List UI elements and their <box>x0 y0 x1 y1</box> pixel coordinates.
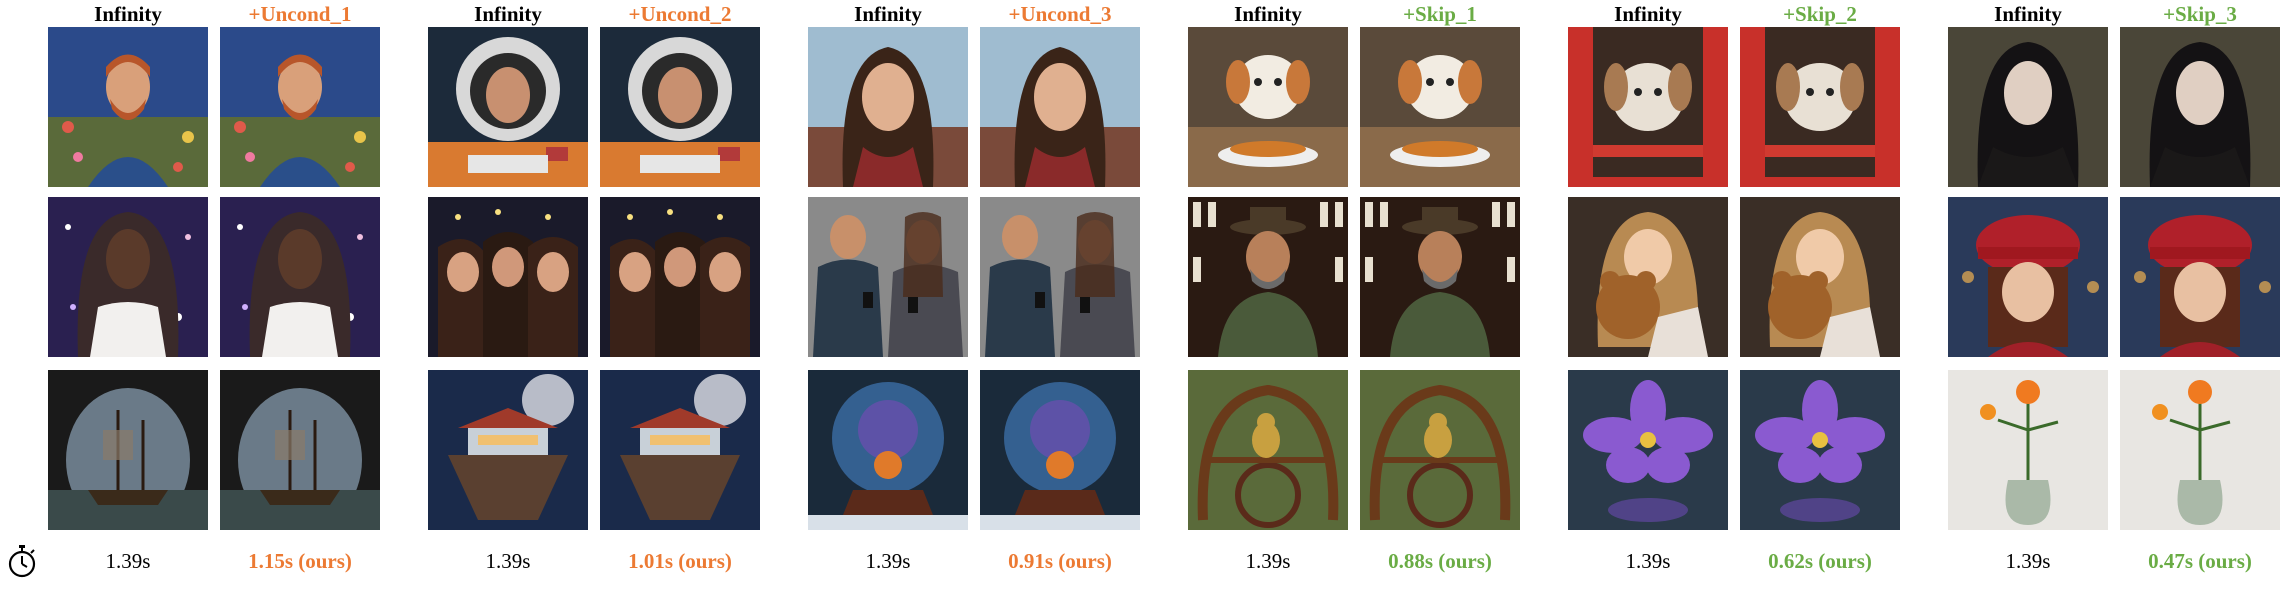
floating-house-image <box>428 370 588 530</box>
astronaut-image <box>428 27 588 187</box>
purple-flower-image <box>1740 370 1900 530</box>
man-wine-cellar-image <box>1188 197 1348 357</box>
woman-galaxy-image <box>220 197 380 357</box>
woman-galaxy-image <box>48 197 208 357</box>
van-gogh-portrait-image <box>48 27 208 187</box>
column-header: Infinity <box>1994 2 2062 26</box>
orange-flowers-vase-image <box>1948 370 2108 530</box>
inference-time: 1.39s <box>1625 549 1671 573</box>
floating-house-image <box>600 370 760 530</box>
inference-time: 1.01s (ours) <box>628 549 732 573</box>
purple-flower-image <box>1568 370 1728 530</box>
bird-on-wheel-image <box>1360 370 1520 530</box>
girl-teddy-bear-image <box>1740 197 1900 357</box>
snow-globe-image <box>808 370 968 530</box>
column-header: Infinity <box>854 2 922 26</box>
inference-time: 1.39s <box>485 549 531 573</box>
column-header: Infinity <box>1234 2 1302 26</box>
puppy-eating-image <box>1360 27 1520 187</box>
bird-on-wheel-image <box>1188 370 1348 530</box>
girl-teddy-bear-image <box>1568 197 1728 357</box>
column-header: +Uncond_3 <box>1008 2 1112 26</box>
column-header: +Skip_2 <box>1783 2 1857 26</box>
van-gogh-portrait-image <box>220 27 380 187</box>
column-header: +Skip_3 <box>2163 2 2237 26</box>
stopwatch-icon <box>8 545 36 578</box>
inference-time: 1.39s <box>2005 549 2051 573</box>
ship-in-cave-image <box>220 370 380 530</box>
three-women-selfie-image <box>428 197 588 357</box>
puppy-eating-image <box>1188 27 1348 187</box>
inference-time: 0.47s (ours) <box>2148 549 2252 573</box>
inference-time: 0.62s (ours) <box>1768 549 1872 573</box>
gothic-woman-image <box>2120 27 2280 187</box>
man-wine-cellar-image <box>1360 197 1520 357</box>
inference-time: 1.39s <box>105 549 151 573</box>
column-header: Infinity <box>94 2 162 26</box>
orange-flowers-vase-image <box>2120 370 2280 530</box>
inference-time: 0.91s (ours) <box>1008 549 1112 573</box>
snow-globe-image <box>980 370 1140 530</box>
ship-in-cave-image <box>48 370 208 530</box>
couple-phones-image <box>980 197 1140 357</box>
woman-portrait-image <box>808 27 968 187</box>
gothic-woman-image <box>1948 27 2108 187</box>
girl-red-hat-image <box>2120 197 2280 357</box>
astronaut-image <box>600 27 760 187</box>
column-header: +Uncond_1 <box>248 2 352 26</box>
puppy-window-image <box>1568 27 1728 187</box>
girl-red-hat-image <box>1948 197 2108 357</box>
inference-time: 1.15s (ours) <box>248 549 352 573</box>
inference-time: 1.39s <box>1245 549 1291 573</box>
column-header: +Skip_1 <box>1403 2 1477 26</box>
inference-time: 1.39s <box>865 549 911 573</box>
couple-phones-image <box>808 197 968 357</box>
column-header: Infinity <box>474 2 542 26</box>
inference-time: 0.88s (ours) <box>1388 549 1492 573</box>
column-header: Infinity <box>1614 2 1682 26</box>
three-women-selfie-image <box>600 197 760 357</box>
puppy-window-image <box>1740 27 1900 187</box>
woman-portrait-image <box>980 27 1140 187</box>
column-header: +Uncond_2 <box>628 2 732 26</box>
